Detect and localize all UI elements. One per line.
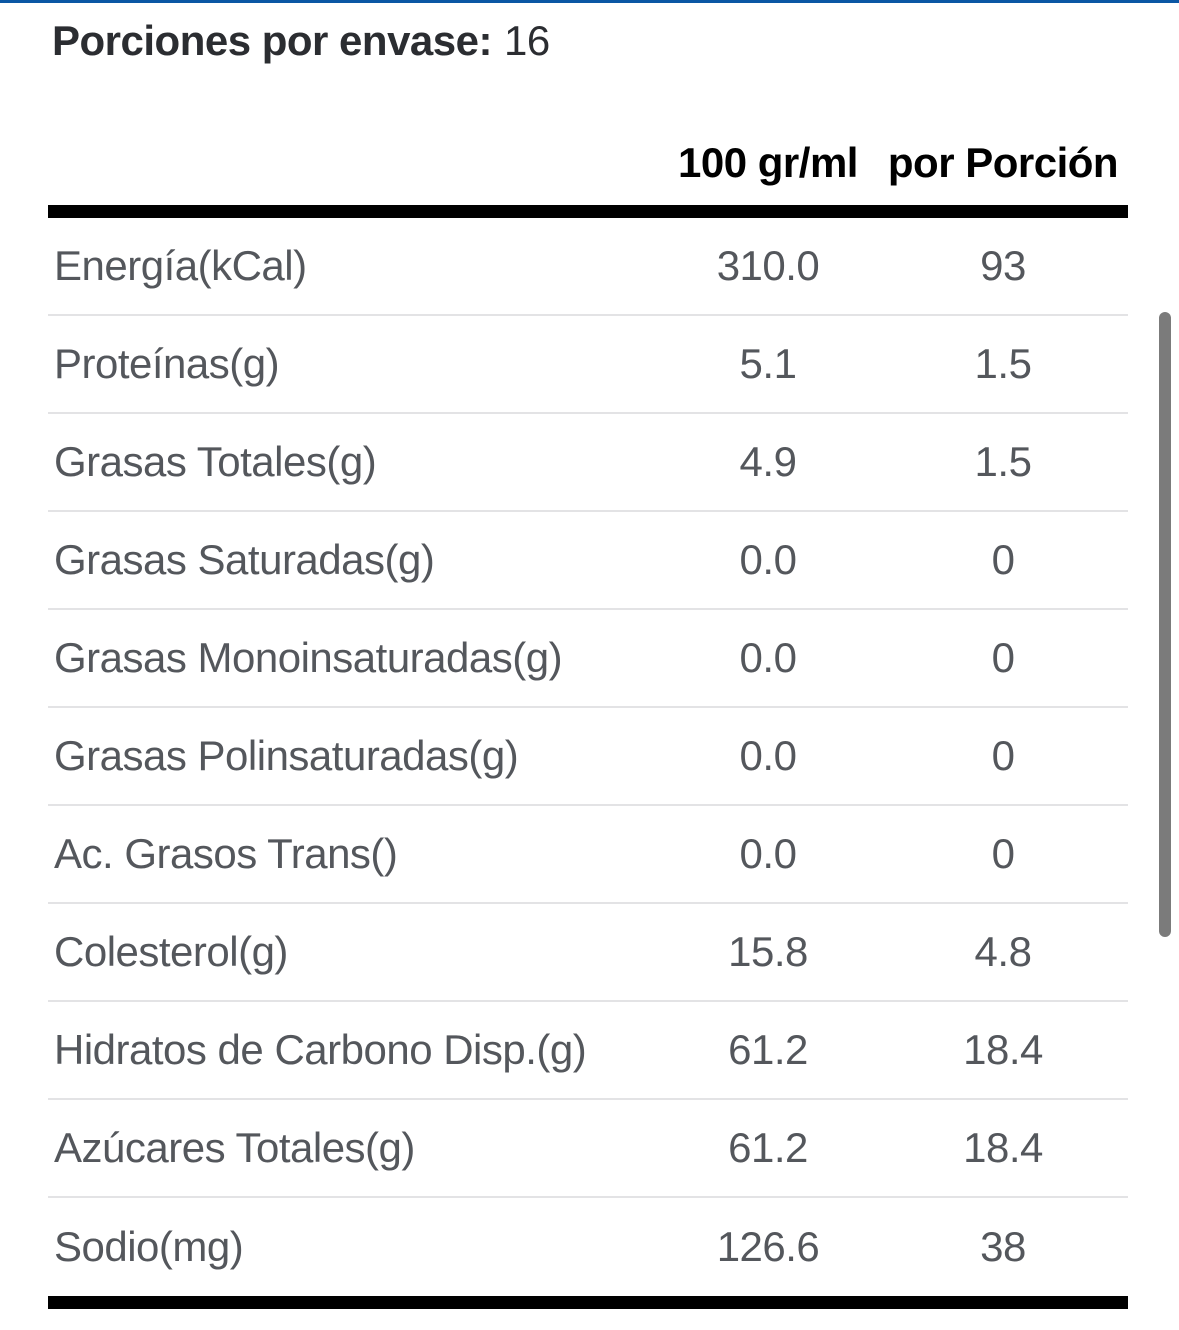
row-value-per-100g: 310.0 [716, 242, 820, 289]
row-value-per-100g: 0.0 [739, 536, 797, 583]
servings-per-package-value: 16 [504, 17, 550, 64]
row-label: Ac. Grasos Trans() [54, 830, 398, 877]
table-row: Azúcares Totales(g) 61.2 18.4 [48, 1100, 1128, 1198]
row-value-per-portion: 93 [980, 242, 1026, 289]
row-label: Azúcares Totales(g) [54, 1124, 415, 1171]
row-value-per-portion: 0 [991, 830, 1015, 877]
table-row: Hidratos de Carbono Disp.(g) 61.2 18.4 [48, 1002, 1128, 1100]
table-row: Grasas Totales(g) 4.9 1.5 [48, 414, 1128, 512]
nutrition-rows: Energía(kCal) 310.0 93 Proteínas(g) 5.1 … [48, 218, 1128, 1296]
row-value-per-portion: 0 [991, 634, 1015, 681]
table-row: Proteínas(g) 5.1 1.5 [48, 316, 1128, 414]
row-value-per-portion: 4.8 [974, 928, 1032, 975]
servings-per-package-label: Porciones por envase: [52, 17, 493, 64]
nutrition-table: 100 gr/ml por Porción Energía(kCal) 310.… [48, 67, 1128, 1309]
row-value-per-100g: 4.9 [739, 438, 797, 485]
row-value-per-portion: 0 [991, 732, 1015, 779]
column-header-per-100g: 100 gr/ml [678, 139, 858, 186]
row-label: Energía(kCal) [54, 242, 307, 289]
row-value-per-100g: 0.0 [739, 830, 797, 877]
table-row: Grasas Monoinsaturadas(g) 0.0 0 [48, 610, 1128, 708]
row-value-per-portion: 18.4 [963, 1124, 1043, 1171]
column-header-per-portion: por Porción [887, 139, 1119, 186]
vertical-scrollbar-thumb[interactable] [1159, 312, 1171, 937]
top-accent-border [0, 0, 1179, 3]
row-value-per-100g: 61.2 [728, 1026, 808, 1073]
row-value-per-100g: 5.1 [739, 340, 797, 387]
table-row: Grasas Saturadas(g) 0.0 0 [48, 512, 1128, 610]
row-value-per-100g: 61.2 [728, 1124, 808, 1171]
row-value-per-portion: 38 [980, 1223, 1026, 1270]
row-label: Proteínas(g) [54, 340, 280, 387]
table-row: Sodio(mg) 126.6 38 [48, 1198, 1128, 1296]
row-value-per-100g: 126.6 [716, 1223, 820, 1270]
table-row: Grasas Polinsaturadas(g) 0.0 0 [48, 708, 1128, 806]
row-value-per-portion: 0 [991, 536, 1015, 583]
row-label: Grasas Monoinsaturadas(g) [54, 634, 563, 681]
table-row: Colesterol(g) 15.8 4.8 [48, 904, 1128, 1002]
row-label: Grasas Totales(g) [54, 438, 377, 485]
row-value-per-portion: 1.5 [974, 438, 1032, 485]
table-row: Ac. Grasos Trans() 0.0 0 [48, 806, 1128, 904]
row-label: Hidratos de Carbono Disp.(g) [54, 1026, 587, 1073]
row-label: Grasas Polinsaturadas(g) [54, 732, 519, 779]
row-label: Colesterol(g) [54, 928, 288, 975]
row-value-per-100g: 0.0 [739, 732, 797, 779]
row-value-per-100g: 0.0 [739, 634, 797, 681]
row-value-per-portion: 18.4 [963, 1026, 1043, 1073]
row-value-per-portion: 1.5 [974, 340, 1032, 387]
header-divider-bar [48, 205, 1128, 218]
row-value-per-100g: 15.8 [728, 928, 808, 975]
column-header-row: 100 gr/ml por Porción [48, 67, 1128, 205]
table-row: Energía(kCal) 310.0 93 [48, 218, 1128, 316]
row-label: Sodio(mg) [54, 1223, 244, 1270]
footer-divider-bar [48, 1296, 1128, 1309]
servings-per-package-line: Porciones por envase: 16 [0, 3, 1179, 67]
row-label: Grasas Saturadas(g) [54, 536, 435, 583]
